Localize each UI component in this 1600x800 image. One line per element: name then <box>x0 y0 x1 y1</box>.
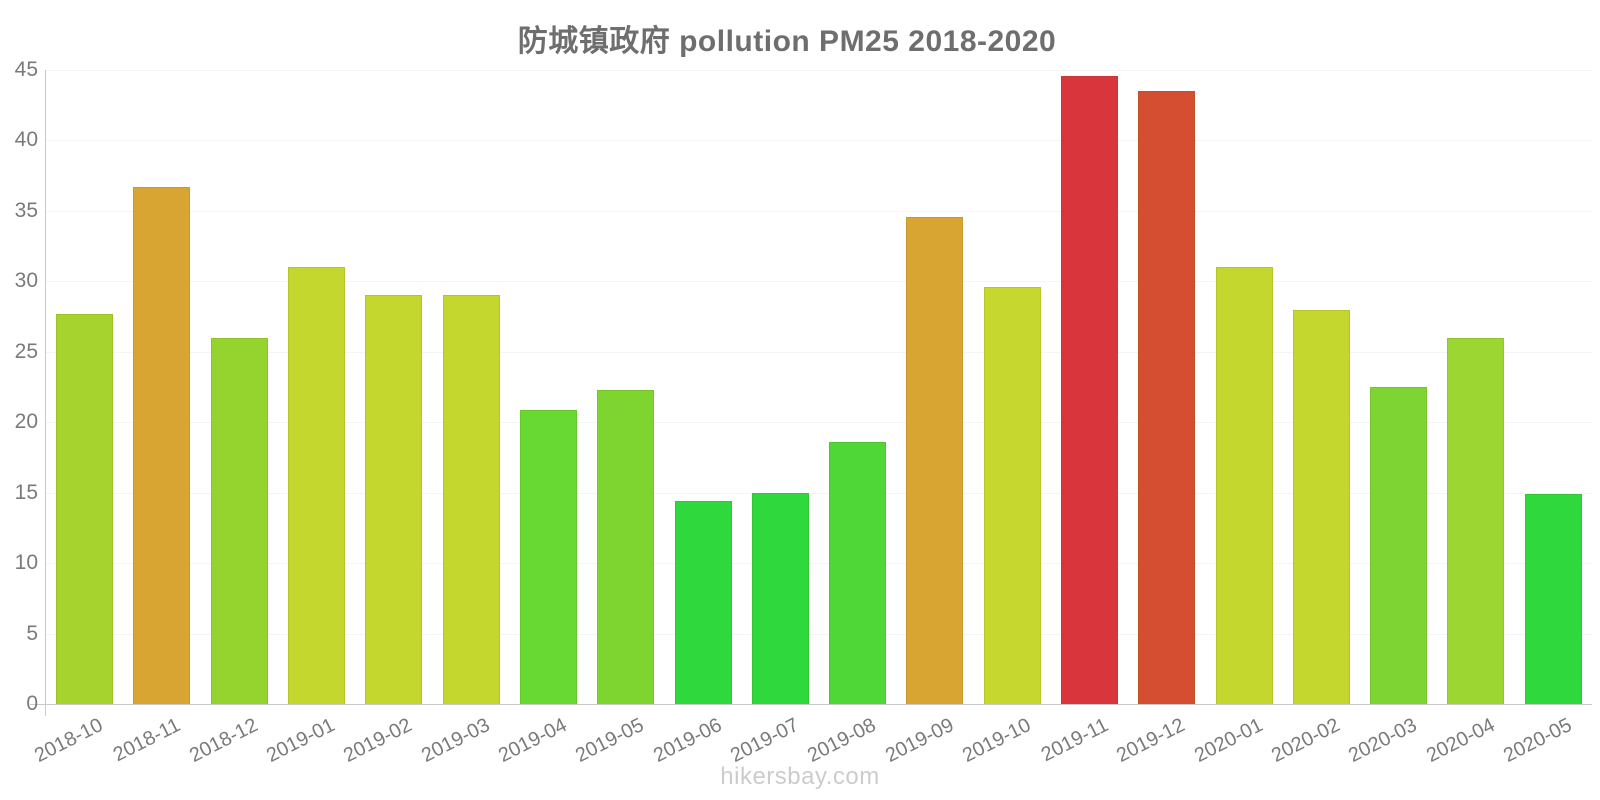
bar-2019-10[interactable] <box>983 286 1041 704</box>
bar-2018-12[interactable] <box>210 337 268 704</box>
x-axis-tick-label: 2018-11 <box>109 714 184 767</box>
y-axis-tick-label: 15 <box>14 480 38 504</box>
bar-2019-04[interactable] <box>519 409 577 704</box>
bar-slot-2020-04 <box>1437 70 1514 704</box>
gridline-25 <box>46 351 1592 353</box>
x-axis-tick-label: 2019-12 <box>1113 714 1189 767</box>
x-axis-tick-label: 2019-02 <box>340 714 416 767</box>
bar-2019-05[interactable] <box>597 389 655 704</box>
y-axis-tick-label: 5 <box>26 621 38 645</box>
bar-2019-02[interactable] <box>365 295 423 704</box>
bar-2018-10[interactable] <box>56 313 114 704</box>
bar-2018-11[interactable] <box>133 186 191 704</box>
bar-2020-04[interactable] <box>1447 337 1505 704</box>
y-axis-tick-label: 35 <box>14 198 38 222</box>
gridline-45 <box>46 70 1592 71</box>
bar-2020-05[interactable] <box>1524 494 1582 704</box>
bar-2020-01[interactable] <box>1215 267 1273 704</box>
bar-slot-2019-11 <box>1051 70 1128 704</box>
y-axis-tick-label: 0 <box>26 692 38 715</box>
x-axis-tick-label: 2020-03 <box>1345 714 1421 767</box>
bar-2019-03[interactable] <box>442 295 500 704</box>
bar-2019-11[interactable] <box>1061 75 1118 704</box>
x-axis-tick-label: 2019-08 <box>804 714 880 767</box>
bar-2019-06[interactable] <box>674 501 732 704</box>
gridline-15 <box>46 492 1592 494</box>
x-axis-tick-label: 2019-09 <box>881 714 957 767</box>
bar-slot-2019-07 <box>742 70 819 704</box>
bar-slot-2018-11 <box>123 70 200 704</box>
plot-area <box>30 70 1592 716</box>
bar-slot-2020-03 <box>1360 70 1437 704</box>
x-axis-tick-label: 2018-10 <box>31 714 107 767</box>
bar-slot-2020-05 <box>1515 70 1592 704</box>
gridline-35 <box>46 210 1592 212</box>
x-axis-tick-label: 2019-05 <box>572 714 648 767</box>
bar-slot-2019-10 <box>974 70 1051 704</box>
bar-slot-2018-12 <box>201 70 278 704</box>
x-axis-tick-label: 2019-06 <box>649 714 726 767</box>
bar-slot-2019-04 <box>510 70 587 704</box>
y-axis-tick-label: 25 <box>14 339 38 363</box>
x-axis-tick-label: 2020-05 <box>1499 714 1576 767</box>
gridline-40 <box>46 140 1592 142</box>
x-axis-tick-label: 2020-01 <box>1190 714 1267 767</box>
bar-slot-2019-02 <box>355 70 432 704</box>
bar-2019-08[interactable] <box>829 441 887 704</box>
y-axis-line <box>45 70 46 716</box>
bar-series <box>46 70 1592 704</box>
x-axis-tick-label: 2019-07 <box>726 714 803 767</box>
gridline-10 <box>46 563 1592 565</box>
x-axis-tick-label: 2019-03 <box>417 714 494 767</box>
chart-title: 防城镇政府 pollution PM25 2018-2020 <box>517 25 1057 58</box>
x-axis-tick-label: 2019-01 <box>263 714 339 767</box>
y-axis-tick-labels: 0 5 10 15 20 25 30 35 40 45 <box>0 0 38 800</box>
bar-slot-2018-10 <box>46 70 123 704</box>
gridline-5 <box>46 633 1592 635</box>
x-axis-tick-label: 2019-11 <box>1037 714 1112 767</box>
bar-slot-2020-02 <box>1283 70 1360 704</box>
bar-slot-2019-06 <box>664 70 741 704</box>
bar-2019-01[interactable] <box>288 267 346 704</box>
x-axis-tick-label: 2019-04 <box>495 714 571 767</box>
y-axis-tick-label: 20 <box>14 410 38 434</box>
bar-slot-2019-09 <box>896 70 973 704</box>
bar-2019-09[interactable] <box>906 216 964 704</box>
bar-2020-02[interactable] <box>1292 309 1350 704</box>
bar-slot-2019-05 <box>587 70 664 704</box>
watermark: hikersbay.com <box>720 763 880 790</box>
bar-slot-2019-03 <box>432 70 509 704</box>
x-axis-tick-label: 2020-04 <box>1422 714 1499 767</box>
x-axis-tick-label: 2020-02 <box>1268 714 1344 767</box>
bar-slot-2019-01 <box>278 70 355 704</box>
y-axis-tick-label: 30 <box>14 269 38 293</box>
x-axis-tick-label: 2018-12 <box>185 714 262 767</box>
x-axis-line <box>30 704 1592 705</box>
bar-slot-2019-08 <box>819 70 896 704</box>
y-axis-tick-label: 10 <box>14 551 38 575</box>
bar-2020-03[interactable] <box>1370 387 1428 704</box>
bar-2019-07[interactable] <box>751 492 809 704</box>
gridline-30 <box>46 281 1592 283</box>
x-axis-tick-label: 2019-10 <box>958 714 1035 767</box>
y-axis-tick-label: 45 <box>14 58 38 81</box>
gridline-20 <box>46 422 1592 424</box>
bar-slot-2019-12 <box>1128 70 1205 704</box>
y-axis-tick-label: 40 <box>14 128 38 152</box>
bar-2019-12[interactable] <box>1138 91 1196 704</box>
bar-slot-2020-01 <box>1205 70 1282 704</box>
